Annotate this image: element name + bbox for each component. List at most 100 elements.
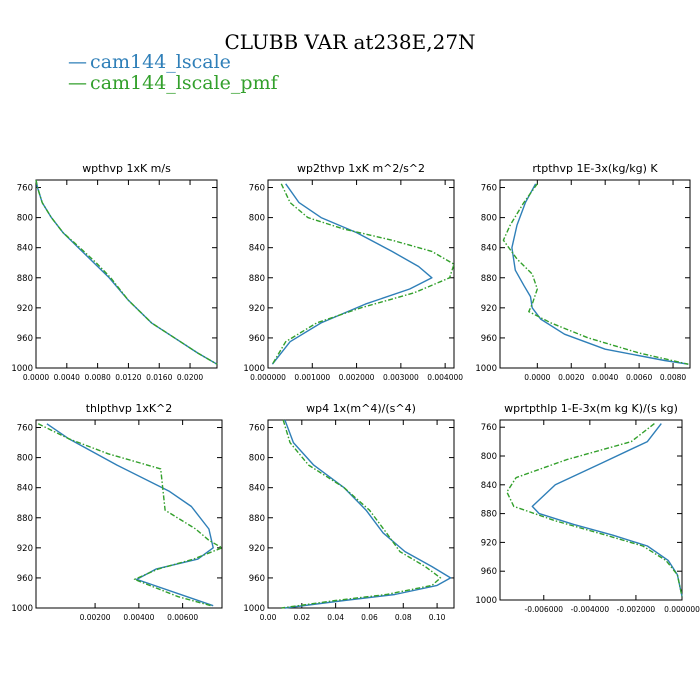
subplot-title: wpthvp 1xK m/s xyxy=(82,162,171,175)
plot-frame xyxy=(35,179,218,369)
y-tick-label: 760 xyxy=(249,424,265,434)
y-tick-label: 760 xyxy=(249,184,265,194)
y-tick-label: 960 xyxy=(17,574,33,584)
series-line-lscale-pmf xyxy=(506,423,683,597)
x-tick-label: 0.0080 xyxy=(84,373,110,382)
y-tick-label: 1000 xyxy=(11,604,33,614)
x-tick-label: 0.08 xyxy=(395,613,412,622)
y-tick-label: 800 xyxy=(481,214,497,224)
series-line-lscale-pmf xyxy=(271,183,455,365)
y-tick-label: 920 xyxy=(17,544,33,554)
y-tick-label: 920 xyxy=(481,304,497,314)
y-tick-label: 840 xyxy=(17,484,33,494)
x-tick-label: 0.0000 xyxy=(524,373,550,382)
legend-label: cam144_lscale xyxy=(90,51,231,73)
y-tick-label: 800 xyxy=(17,214,33,224)
y-tick-label: 960 xyxy=(249,574,265,584)
subplot-4: thlpthvp 1xK^2 760 800 840 880 920 960 1000 0.00… xyxy=(11,402,223,622)
y-tick-label: 880 xyxy=(17,274,33,284)
x-tick-label: -0.002000 xyxy=(617,605,656,614)
legend-line-icon: — xyxy=(68,51,87,73)
series-line-lscale-pmf xyxy=(35,179,218,365)
y-tick-label: 960 xyxy=(481,334,497,344)
series-line-lscale xyxy=(511,183,689,365)
x-tick-label: 0.000000 xyxy=(664,605,700,614)
y-tick-label: 840 xyxy=(481,481,497,491)
y-tick-label: 800 xyxy=(249,454,265,464)
y-tick-label: 760 xyxy=(17,184,33,194)
y-tick-label: 1000 xyxy=(475,596,497,606)
x-tick-label: 0.0060 xyxy=(626,373,652,382)
subplot-2: wp2thvp 1xK m^2/s^2 760 800 840 880 920 960 100… xyxy=(243,162,463,382)
plot-frame xyxy=(267,419,455,609)
y-tick-label: 800 xyxy=(249,214,265,224)
x-tick-label: 0.00600 xyxy=(167,613,198,622)
series-line-lscale xyxy=(531,423,683,597)
legend: — cam144_lscale — cam144_lscale_pmf xyxy=(68,52,278,94)
subplot-title: wp4 1x(m^4)/(s^4) xyxy=(306,402,416,415)
subplot-title: wp2thvp 1xK m^2/s^2 xyxy=(297,162,425,175)
subplot-6: wprtpthlp 1-E-3x(m kg K)/(s kg) 760 800 840… xyxy=(475,402,700,614)
x-tick-label: 0.00200 xyxy=(80,613,111,622)
y-tick-label: 880 xyxy=(249,514,265,524)
subplot-1: wpthvp 1xK m/s76080084088092096010000.00… xyxy=(11,162,218,382)
series-line-lscale-pmf xyxy=(281,419,442,609)
x-tick-label: 0.000000 xyxy=(250,373,286,382)
x-tick-label: 0.0080 xyxy=(660,373,686,382)
x-tick-label: -0.004000 xyxy=(571,605,610,614)
y-tick-label: 840 xyxy=(249,484,265,494)
plot-frame xyxy=(499,419,683,601)
x-tick-label: 0.001000 xyxy=(294,373,330,382)
x-tick-label: 0.0200 xyxy=(177,373,203,382)
x-tick-label: 0.0020 xyxy=(558,373,584,382)
subplot-title: thlpthvp 1xK^2 xyxy=(86,402,173,415)
x-tick-label: 0.0120 xyxy=(115,373,141,382)
x-tick-label: 0.10 xyxy=(429,613,446,622)
x-tick-label: 0.0160 xyxy=(146,373,172,382)
y-tick-label: 1000 xyxy=(11,364,33,374)
y-tick-label: 800 xyxy=(481,452,497,462)
y-tick-label: 960 xyxy=(17,334,33,344)
subplot-5: wp4 1x(m^4)/(s^4)76080084088092096010000… xyxy=(243,402,455,622)
x-tick-label: 0.02 xyxy=(293,613,310,622)
x-tick-label: 0.00 xyxy=(260,613,277,622)
y-tick-label: 760 xyxy=(481,423,497,433)
y-tick-label: 1000 xyxy=(243,604,265,614)
series-line-lscale xyxy=(271,183,433,365)
y-tick-label: 920 xyxy=(249,304,265,314)
y-tick-label: 960 xyxy=(249,334,265,344)
y-tick-label: 880 xyxy=(481,510,497,520)
x-tick-label: 0.0000 xyxy=(23,373,49,382)
x-tick-label: 0.004000 xyxy=(427,373,463,382)
y-tick-label: 800 xyxy=(17,454,33,464)
plot-frame xyxy=(499,179,691,369)
x-tick-label: 0.04 xyxy=(327,613,344,622)
y-tick-label: 760 xyxy=(481,184,497,194)
x-tick-label: 0.002000 xyxy=(339,373,375,382)
plot-frame xyxy=(267,179,455,369)
y-tick-label: 840 xyxy=(481,244,497,254)
x-tick-label: 0.0040 xyxy=(54,373,80,382)
x-tick-label: -0.006000 xyxy=(525,605,564,614)
plot-frame xyxy=(35,419,223,609)
y-tick-label: 920 xyxy=(17,304,33,314)
y-tick-label: 880 xyxy=(17,514,33,524)
subplot-title: rtpthvp 1E-3x(kg/kg) K xyxy=(532,162,658,175)
legend-entry-lscale: — cam144_lscale xyxy=(68,52,278,73)
y-tick-label: 1000 xyxy=(475,364,497,374)
series-line-lscale-pmf xyxy=(37,423,223,607)
x-tick-label: 0.06 xyxy=(361,613,378,622)
y-tick-label: 840 xyxy=(249,244,265,254)
series-line-lscale-pmf xyxy=(502,183,689,365)
y-tick-label: 880 xyxy=(481,274,497,284)
legend-label: cam144_lscale_pmf xyxy=(90,72,278,94)
y-tick-label: 960 xyxy=(481,567,497,577)
x-tick-label: 0.003000 xyxy=(383,373,419,382)
figure-title: CLUBB VAR at238E,27N xyxy=(224,30,476,54)
series-line-lscale xyxy=(284,419,452,609)
x-tick-label: 0.00400 xyxy=(123,613,154,622)
y-tick-label: 840 xyxy=(17,244,33,254)
y-tick-label: 1000 xyxy=(243,364,265,374)
y-tick-label: 920 xyxy=(249,544,265,554)
